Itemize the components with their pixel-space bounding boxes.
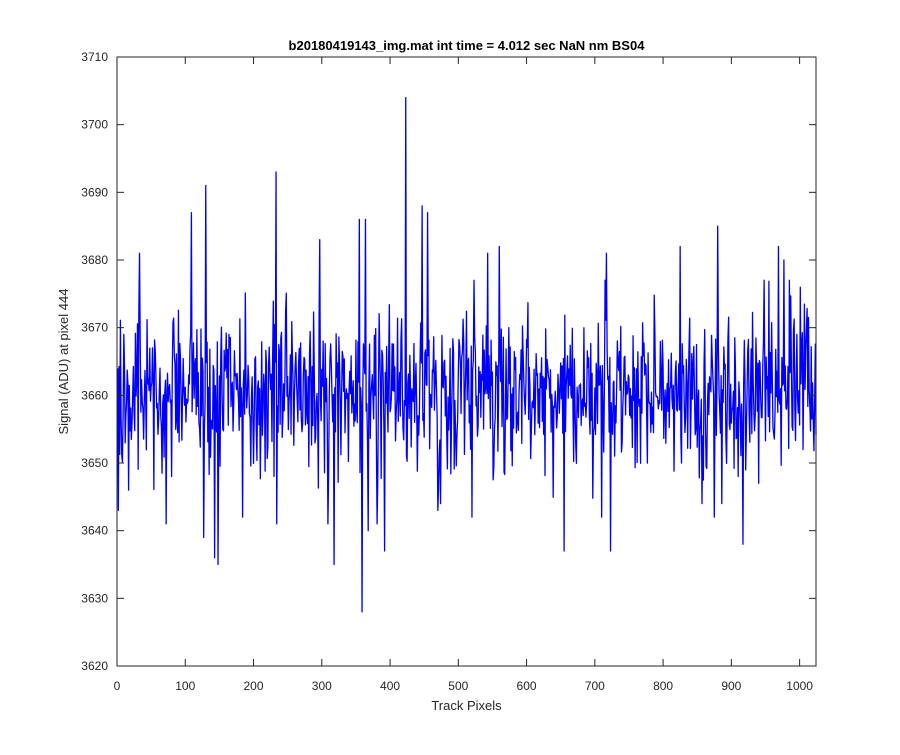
y-tick-label: 3620	[81, 659, 108, 673]
x-tick-label: 100	[175, 679, 195, 693]
x-tick-label: 600	[517, 679, 537, 693]
y-tick-label: 3630	[81, 591, 108, 605]
x-tick-label: 300	[312, 679, 332, 693]
x-tick-label: 700	[585, 679, 605, 693]
x-tick-label: 800	[653, 679, 673, 693]
y-axis: 3620 3630 3640 3650 3660 3670 3680 3690 3700 3710	[81, 50, 816, 673]
y-tick-label: 3640	[81, 524, 108, 538]
x-tick-label: 900	[721, 679, 741, 693]
y-axis-label: Signal (ADU) at pixel 444	[56, 289, 71, 435]
y-tick-label: 3650	[81, 456, 108, 470]
x-axis-label: Track Pixels	[431, 698, 502, 713]
x-tick-label: 1000	[786, 679, 813, 693]
axes-box	[116, 56, 817, 667]
y-tick-label: 3660	[81, 388, 108, 402]
x-tick-label: 400	[380, 679, 400, 693]
x-axis: 0 100 200 300 400 500 600 700 800 900 1000	[114, 57, 813, 693]
data-layer	[117, 96, 817, 613]
y-tick-label: 3710	[81, 50, 108, 64]
y-tick-label: 3700	[81, 118, 108, 132]
x-tick-label: 0	[114, 679, 121, 693]
x-tick-label: 200	[244, 679, 264, 693]
y-tick-label: 3680	[81, 253, 108, 267]
y-tick-label: 3670	[81, 321, 108, 335]
x-tick-label: 500	[448, 679, 468, 693]
y-tick-label: 3690	[81, 185, 108, 199]
series-line-0	[117, 96, 817, 613]
chart-title: b20180419143_img.mat int time = 4.012 se…	[289, 38, 646, 53]
